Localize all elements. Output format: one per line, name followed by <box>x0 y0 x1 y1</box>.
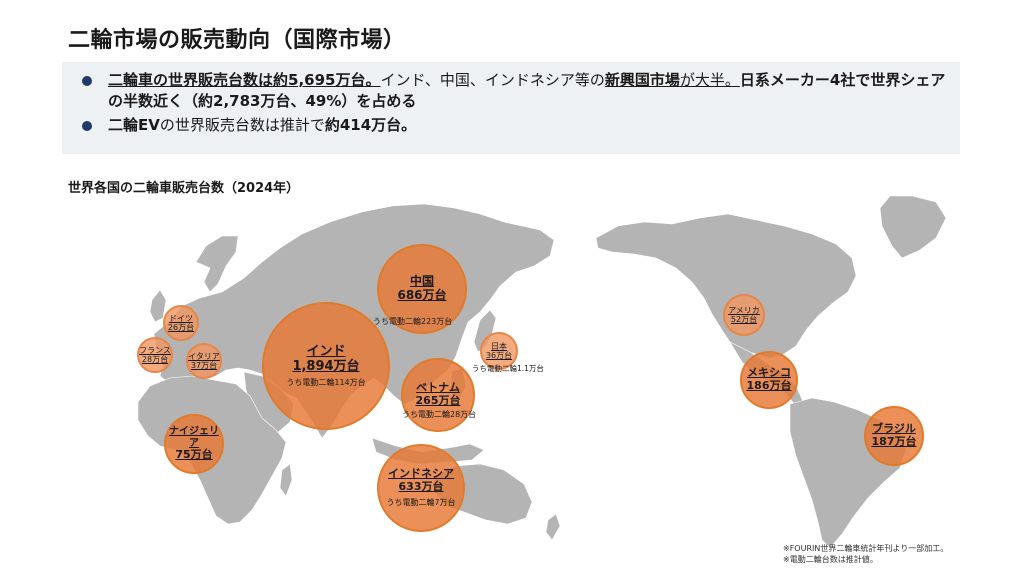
country-name-indonesia: インドネシア <box>388 467 454 481</box>
majority-text: が大半。 <box>679 71 740 89</box>
bubble-vietnam: ベトナム 265万台 <box>401 358 475 432</box>
country-value-china: 686万台 <box>397 288 447 302</box>
map-title: 世界各国の二輪車販売台数（2024年） <box>68 181 300 196</box>
country-name-usa: アメリカ <box>728 305 760 315</box>
country-name-brazil: ブラジル <box>872 422 916 436</box>
world-sales-text: 二輪車の世界販売台数は約5,695万台。 <box>108 71 381 89</box>
country-value-germany: 26万台 <box>167 323 195 332</box>
bubble-mexico: メキシコ 186万台 <box>740 351 798 409</box>
bubble-brazil: ブラジル 187万台 <box>864 406 924 466</box>
country-ev-vietnam: うち電動二輪28万台 <box>402 410 477 419</box>
country-ev-indonesia: うち電動二輪7万台 <box>386 498 456 508</box>
country-value-nigeria: 75万台 <box>175 448 213 462</box>
summary-panel: 二輪車の世界販売台数は約5,695万台。インド、中国、インドネシア等の新興国市場… <box>62 62 960 154</box>
country-name-india: インド <box>306 343 346 359</box>
scandinavia-landmass <box>195 235 239 293</box>
bubble-china: 中国 686万台 <box>377 244 467 334</box>
greenland-landmass <box>879 195 947 259</box>
bubble-usa: アメリカ 52万台 <box>723 294 765 336</box>
japan-makers-text: 日系メーカー4社で世界シェアの半数近く（約2,783万台、49%）を占める <box>108 71 946 110</box>
summary-bullet-2: 二輪EVの世界販売台数は推計で約414万台。 <box>80 115 948 136</box>
country-name-china: 中国 <box>409 274 434 289</box>
country-name-japan: 日本 <box>491 341 507 351</box>
footnote-source: ※FOURIN世界二輪車統計年刊より一部加工。 <box>783 544 949 553</box>
summary-bullet-1: 二輪車の世界販売台数は約5,695万台。インド、中国、インドネシア等の新興国市場… <box>80 70 948 112</box>
north-america-landmass <box>595 213 857 359</box>
bubble-france: フランス 28万台 <box>137 337 173 373</box>
new-zealand-landmass <box>545 513 561 541</box>
country-value-indonesia: 633万台 <box>398 479 444 493</box>
country-name-germany: ドイツ <box>169 313 193 323</box>
country-value-usa: 52万台 <box>730 315 758 324</box>
country-value-japan: 36万台 <box>485 351 513 360</box>
ev-total-text: 約414万台。 <box>324 116 417 134</box>
footnote: ※FOURIN世界二輪車統計年刊より一部加工。 ※電動二輪台数は推計値。 <box>783 543 948 565</box>
page-title: 二輪市場の販売動向（国際市場） <box>68 28 406 53</box>
country-ev-japan: うち電動二輪1.1万台 <box>472 364 544 373</box>
footnote-estimate: ※電動二輪台数は推計値。 <box>783 555 878 564</box>
bubble-germany: ドイツ 26万台 <box>163 305 199 341</box>
bubble-nigeria: ナイジェリア 75万台 <box>164 414 224 474</box>
bullet-dot-icon <box>82 76 92 86</box>
bubble-japan: 日本 36万台 <box>480 332 518 370</box>
madagascar-landmass <box>279 463 293 497</box>
country-value-italy: 37万台 <box>190 361 218 370</box>
country-value-france: 28万台 <box>141 355 169 364</box>
country-ev-china: うち電動二輪223万台 <box>373 317 453 326</box>
country-name-france: フランス <box>139 345 171 355</box>
bubble-indonesia: インドネシア 633万台 うち電動二輪7万台 <box>377 444 465 532</box>
emerging-market-text: 新興国市場 <box>604 71 680 89</box>
country-name-nigeria: ナイジェリア <box>169 426 219 449</box>
country-value-vietnam: 265万台 <box>415 394 461 407</box>
bullet-dot-icon <box>82 121 92 131</box>
country-name-vietnam: ベトナム <box>416 381 460 395</box>
country-name-italy: イタリア <box>188 351 220 361</box>
country-ev-india: うち電動二輪114万台 <box>286 377 366 387</box>
ev-label-text: 二輪EV <box>108 116 160 134</box>
country-value-brazil: 187万台 <box>871 435 917 448</box>
country-value-mexico: 186万台 <box>746 379 792 392</box>
country-value-india: 1,894万台 <box>292 358 360 374</box>
ev-estimate-text: の世界販売台数は推計で <box>159 116 325 134</box>
emerging-text: インド、中国、インドネシア等の <box>380 71 605 89</box>
bubble-italy: イタリア 37万台 <box>186 343 222 379</box>
bubble-india: インド 1,894万台 うち電動二輪114万台 <box>262 302 390 430</box>
country-name-mexico: メキシコ <box>747 366 791 380</box>
